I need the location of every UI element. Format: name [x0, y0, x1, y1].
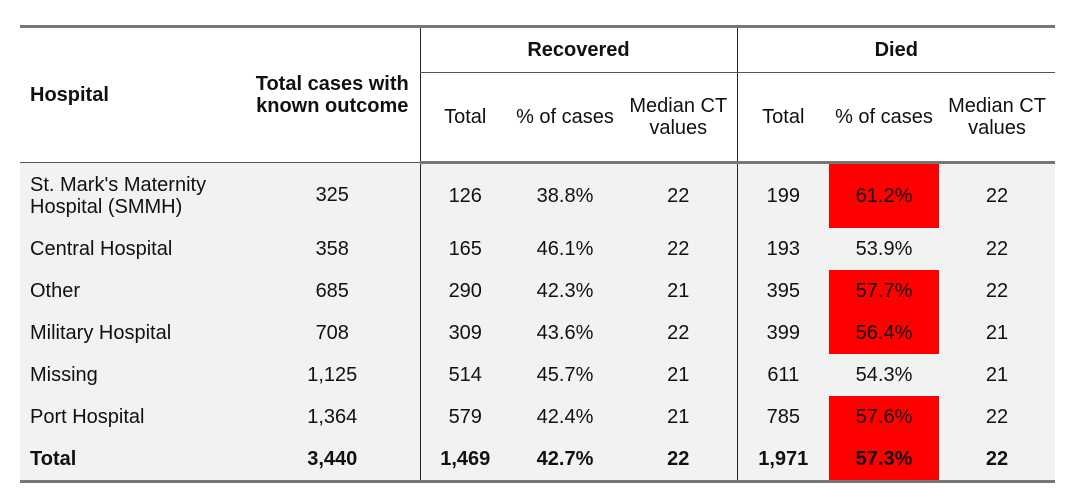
hospital-cell: Central Hospital [20, 228, 245, 270]
died-total-cell: 785 [736, 396, 830, 438]
recovered-median-cell: 21 [620, 354, 738, 396]
hospital-cell: Missing [20, 354, 245, 396]
hospital-cell: Military Hospital [20, 312, 245, 354]
recovered-median-cell: 22 [620, 312, 738, 354]
recovered-pct-cell: 42.7% [510, 438, 620, 483]
recovered-pct-cell: 46.1% [510, 228, 620, 270]
died-pct-cell: 57.3% [829, 438, 940, 483]
table-row: St. Mark's Maternity Hospital (SMMH) 325 1… [20, 162, 1056, 228]
recovered-total-cell: 1,469 [419, 438, 510, 483]
hospital-header: Hospital [20, 25, 245, 163]
recovered-median-cell: 21 [620, 396, 738, 438]
outcome-table-container: Hospital Total cases with known outcome … [20, 25, 1056, 483]
died-median-cell: 21 [939, 354, 1056, 396]
died-total-cell: 193 [736, 228, 830, 270]
hospital-cell: St. Mark's Maternity Hospital (SMMH) [20, 162, 245, 228]
table-total-row: Total 3,440 1,469 42.7% 22 1,971 57.3% 22 [20, 438, 1056, 483]
recovered-header: Recovered [419, 25, 738, 73]
hospital-cell: Port Hospital [20, 396, 245, 438]
died-total-header: Total [736, 72, 830, 164]
recovered-total-cell: 514 [419, 354, 510, 396]
died-median-cell: 22 [939, 396, 1056, 438]
recovered-median-cell: 22 [620, 438, 738, 483]
recovered-total-cell: 579 [419, 396, 510, 438]
hospital-cell: Other [20, 270, 245, 312]
table-row: Missing 1,125 514 45.7% 21 611 54.3% 21 [20, 354, 1056, 396]
outcome-table: Hospital Total cases with known outcome … [20, 25, 1056, 483]
total-cases-cell: 685 [245, 270, 420, 312]
recovered-pct-cell: 43.6% [510, 312, 620, 354]
died-pct-cell: 54.3% [829, 354, 940, 396]
recovered-median-cell: 21 [620, 270, 738, 312]
header-group-row: Hospital Total cases with known outcome … [20, 25, 1056, 163]
table-row: Other 685 290 42.3% 21 395 57.7% 22 [20, 270, 1056, 312]
total-cases-cell: 1,364 [245, 396, 420, 438]
died-median-cell: 22 [939, 228, 1056, 270]
recovered-pct-cell: 42.4% [510, 396, 620, 438]
table-row: Central Hospital 358 165 46.1% 22 193 53.9% 22 [20, 228, 1056, 270]
total-cases-header: Total cases with known outcome [245, 25, 420, 163]
table-row: Military Hospital 708 309 43.6% 22 399 56.4% 21 [20, 312, 1056, 354]
recovered-total-cell: 290 [419, 270, 510, 312]
died-total-cell: 395 [736, 270, 830, 312]
hospital-cell: Total [20, 438, 245, 483]
died-total-cell: 1,971 [736, 438, 830, 483]
died-total-cell: 611 [736, 354, 830, 396]
total-cases-cell: 358 [245, 228, 420, 270]
died-median-cell: 22 [939, 438, 1056, 483]
died-header: Died [736, 25, 1056, 73]
recovered-pct-header: % of cases [510, 72, 620, 164]
died-median-cell: 21 [939, 312, 1056, 354]
recovered-pct-cell: 38.8% [510, 162, 620, 228]
header-sub-row: Total % of cases Median CT values Total … [20, 72, 1056, 164]
died-pct-cell: 57.7% [829, 270, 940, 312]
died-total-cell: 199 [736, 162, 830, 228]
total-cases-cell: 1,125 [245, 354, 420, 396]
died-median-cell: 22 [939, 270, 1056, 312]
recovered-total-cell: 309 [419, 312, 510, 354]
total-cases-cell: 708 [245, 312, 420, 354]
table-body: St. Mark's Maternity Hospital (SMMH) 325 1… [20, 162, 1056, 483]
recovered-total-cell: 126 [419, 162, 510, 228]
died-median-cell: 22 [939, 162, 1056, 228]
recovered-total-cell: 165 [419, 228, 510, 270]
recovered-pct-cell: 45.7% [510, 354, 620, 396]
died-pct-cell: 61.2% [829, 162, 940, 228]
recovered-median-cell: 22 [620, 162, 738, 228]
died-pct-cell: 57.6% [829, 396, 940, 438]
recovered-median-cell: 22 [620, 228, 738, 270]
total-cases-cell: 3,440 [245, 438, 420, 483]
table-row: Port Hospital 1,364 579 42.4% 21 785 57.6% 22 [20, 396, 1056, 438]
total-cases-cell: 325 [245, 162, 420, 228]
died-pct-cell: 53.9% [829, 228, 940, 270]
recovered-median-header: Median CT values [620, 72, 738, 164]
died-total-cell: 399 [736, 312, 830, 354]
died-median-header: Median CT values [939, 72, 1056, 164]
recovered-total-header: Total [419, 72, 510, 164]
recovered-pct-cell: 42.3% [510, 270, 620, 312]
died-pct-cell: 56.4% [829, 312, 940, 354]
died-pct-header: % of cases [829, 72, 940, 164]
